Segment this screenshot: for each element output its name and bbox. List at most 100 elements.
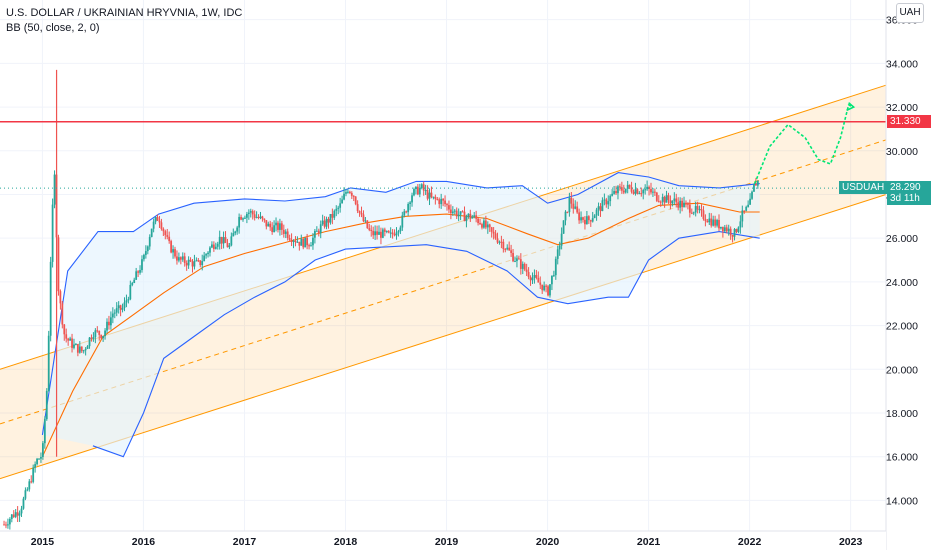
candle-body [143, 254, 145, 260]
candle-body [108, 321, 110, 326]
candle-body [263, 218, 266, 221]
candle-body [747, 204, 750, 207]
candle-body [644, 189, 647, 191]
candle-body [543, 285, 546, 291]
candle-body [512, 252, 514, 262]
candle-body [106, 321, 108, 331]
candle-body [570, 197, 573, 204]
candle-body [523, 263, 526, 270]
candle-body [3, 524, 5, 526]
candle-body [234, 231, 237, 234]
candle-body [59, 291, 62, 304]
candle-body [166, 235, 169, 237]
candle-body [455, 210, 458, 217]
candle-body [333, 210, 336, 218]
candle-body [76, 344, 79, 353]
candle-body [630, 187, 633, 192]
candle-body [484, 220, 487, 228]
candle-body [640, 193, 643, 195]
candle-body [148, 236, 151, 247]
candle-body [313, 230, 316, 238]
candle-body [407, 204, 410, 213]
candle-body [308, 245, 310, 247]
candle-body [753, 183, 755, 192]
candle-body [329, 213, 332, 223]
candle-body [411, 195, 413, 203]
candle-body [721, 226, 724, 232]
candle-body [16, 512, 19, 516]
candle-body [310, 245, 312, 247]
candle-body [104, 330, 106, 337]
candle-body [174, 249, 176, 257]
candle-body [214, 246, 217, 249]
candle-body [49, 261, 52, 336]
y-tick-label: 32.000 [886, 102, 918, 114]
candle-body [704, 218, 707, 221]
candle-body [652, 191, 654, 193]
candle-body [292, 240, 295, 242]
y-tick-label: 26.000 [886, 233, 918, 245]
candle-body [319, 224, 322, 234]
candle-body [582, 217, 584, 220]
candle-body [415, 186, 417, 189]
candle-body [683, 202, 685, 208]
currency-unit-button[interactable]: UAH [896, 3, 924, 23]
candle-body [405, 211, 408, 213]
candle-body [61, 303, 64, 325]
y-tick-label: 18.000 [886, 408, 918, 420]
candle-body [86, 346, 89, 350]
candle-body [125, 300, 128, 303]
candle-body [461, 211, 464, 213]
candle-body [65, 334, 68, 339]
candle-body [636, 189, 639, 194]
candle-body [10, 514, 13, 520]
candle-body [632, 191, 635, 194]
candle-body [203, 255, 206, 262]
candle-body [296, 241, 299, 243]
candle-body [436, 198, 439, 200]
candle-body [181, 256, 184, 260]
candle-body [531, 277, 534, 281]
y-tick-label: 16.000 [886, 452, 918, 464]
candle-body [129, 284, 132, 300]
candle-body [133, 279, 136, 283]
candle-body [597, 206, 600, 210]
candle-body [381, 229, 384, 238]
candle-body [251, 211, 254, 215]
bar-countdown: 3d 11h [890, 193, 920, 205]
last-price-tag: 28.290 3d 11h [887, 181, 931, 206]
candle-body [53, 174, 56, 205]
candle-body [195, 260, 198, 262]
candle-body [459, 211, 462, 215]
candle-body [191, 261, 194, 267]
candle-body [514, 261, 516, 263]
candle-body [26, 489, 29, 491]
candle-body [366, 220, 369, 229]
candle-body [259, 216, 262, 218]
candle-body [253, 214, 256, 218]
candle-body [541, 284, 544, 291]
candle-body [430, 192, 433, 198]
candle-body [535, 274, 538, 278]
candle-body [471, 216, 474, 219]
candle-body [127, 299, 130, 301]
candle-body [80, 346, 83, 352]
candle-body [498, 241, 501, 243]
candle-body [236, 227, 239, 232]
candle-body [725, 227, 728, 232]
candle-body [162, 228, 165, 232]
candle-body [401, 215, 404, 228]
candle-body [345, 192, 347, 194]
candle-body [300, 238, 303, 246]
candle-body [255, 216, 258, 218]
candle-body [605, 199, 608, 205]
candle-body [341, 199, 343, 204]
candle-body [347, 191, 349, 193]
candle-body [463, 211, 466, 222]
candle-body [560, 233, 563, 246]
candle-body [372, 230, 375, 236]
candle-body [280, 223, 283, 230]
candle-body [743, 210, 746, 212]
